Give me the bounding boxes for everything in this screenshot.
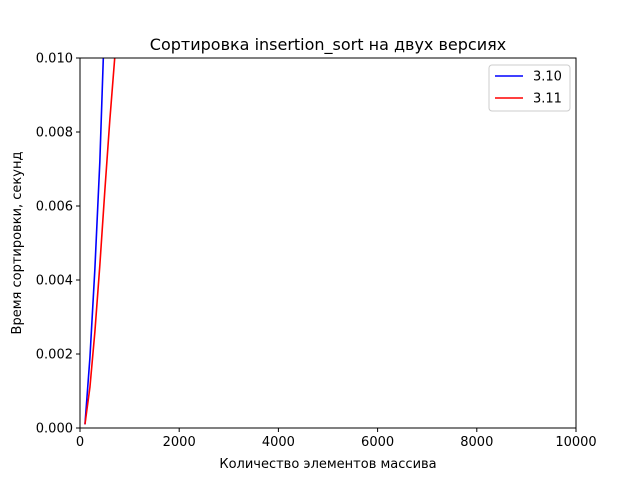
x-axis: 0 2000 4000 6000 8000 10000: [76, 428, 597, 450]
x-tick-label: 0: [76, 435, 84, 450]
legend: 3.10 3.11: [488, 64, 571, 112]
x-tick-label: 10000: [555, 435, 596, 450]
y-tick-label: 0.006: [36, 200, 73, 215]
series-line-3-10: [84, 58, 105, 425]
y-tick-label: 0.004: [36, 274, 73, 289]
y-axis-title: Время сортировки, секунд: [10, 152, 25, 335]
legend-label: 3.10: [533, 70, 562, 85]
legend-label: 3.11: [533, 92, 562, 107]
y-tick-label: 0.008: [36, 126, 73, 141]
x-tick-label: 8000: [460, 435, 493, 450]
chart-title: Сортировка insertion_sort на двух версия…: [150, 35, 506, 55]
x-tick-label: 4000: [262, 435, 295, 450]
plot-frame: [79, 57, 577, 429]
y-tick-label: 0.000: [36, 422, 73, 437]
series-line-3-11: [84, 58, 116, 425]
x-axis-title: Количество элементов массива: [219, 457, 436, 472]
plot-series: [84, 58, 116, 425]
y-axis: 0.000 0.002 0.004 0.006 0.008 0.010: [36, 52, 80, 437]
y-tick-label: 0.002: [36, 348, 73, 363]
x-tick-label: 6000: [361, 435, 394, 450]
x-tick-label: 2000: [163, 435, 196, 450]
y-tick-label: 0.010: [36, 52, 73, 67]
